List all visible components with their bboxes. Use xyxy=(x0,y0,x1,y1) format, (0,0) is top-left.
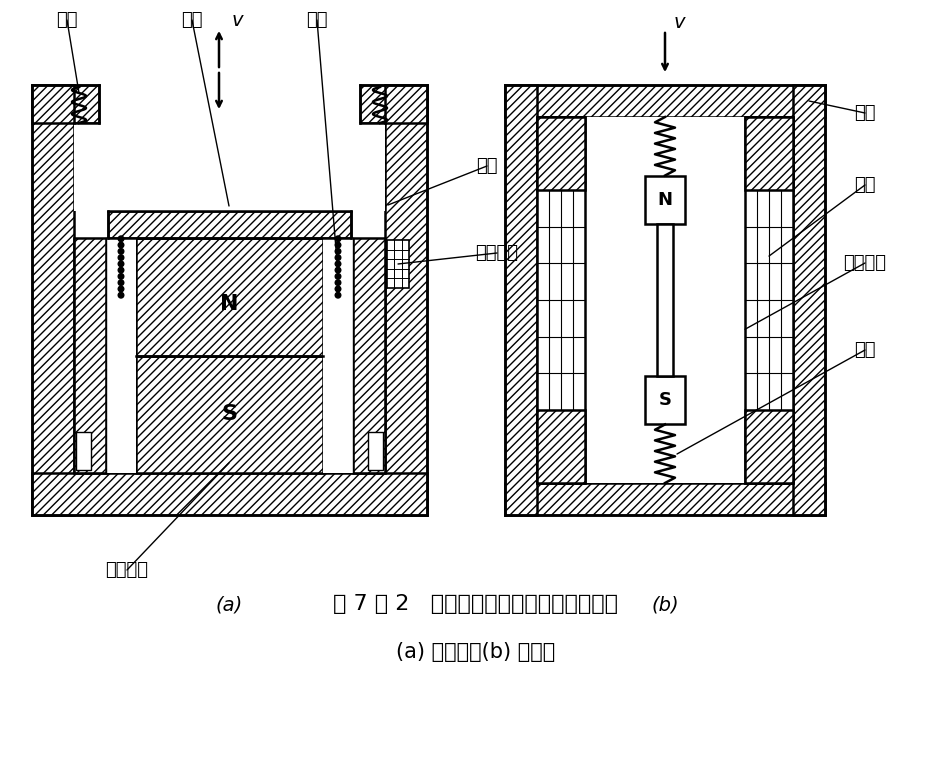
Bar xyxy=(645,376,684,424)
Text: $v$: $v$ xyxy=(672,12,686,32)
Bar xyxy=(323,238,352,473)
Bar xyxy=(792,85,824,515)
Text: 线圈: 线圈 xyxy=(306,11,327,29)
Bar xyxy=(744,410,792,483)
Text: 永久磁铁: 永久磁铁 xyxy=(106,561,149,579)
Text: 磁轭: 磁轭 xyxy=(476,157,497,175)
Text: 线圈: 线圈 xyxy=(853,176,875,194)
Bar xyxy=(136,356,323,473)
Bar xyxy=(585,117,744,483)
Bar xyxy=(645,175,684,224)
Bar xyxy=(367,432,383,470)
Text: (b): (b) xyxy=(650,596,678,615)
Bar xyxy=(108,211,350,238)
Bar xyxy=(76,432,90,470)
Bar xyxy=(536,117,585,190)
Text: 壳体: 壳体 xyxy=(853,104,875,122)
Text: N: N xyxy=(220,294,239,313)
Circle shape xyxy=(118,248,124,254)
Circle shape xyxy=(335,267,341,273)
Bar xyxy=(74,123,385,211)
Bar xyxy=(136,238,323,356)
Text: S: S xyxy=(658,392,671,409)
Bar xyxy=(32,85,99,123)
Circle shape xyxy=(118,242,124,248)
Circle shape xyxy=(118,236,124,241)
Text: S: S xyxy=(221,405,237,424)
Circle shape xyxy=(335,248,341,254)
Bar xyxy=(505,85,536,515)
Circle shape xyxy=(118,255,124,260)
Circle shape xyxy=(335,261,341,266)
Circle shape xyxy=(335,255,341,260)
Circle shape xyxy=(335,280,341,285)
Circle shape xyxy=(118,267,124,273)
Bar xyxy=(536,117,585,483)
Text: (a): (a) xyxy=(215,596,243,615)
Circle shape xyxy=(335,286,341,291)
Bar xyxy=(744,117,792,483)
Bar xyxy=(74,238,106,473)
Bar xyxy=(385,85,426,515)
Circle shape xyxy=(335,273,341,279)
Circle shape xyxy=(118,280,124,285)
Bar xyxy=(106,238,136,473)
Text: 补偿线圈: 补偿线圈 xyxy=(475,244,518,262)
Circle shape xyxy=(335,292,341,298)
Bar xyxy=(656,224,672,376)
Text: $v$: $v$ xyxy=(230,11,245,30)
Bar xyxy=(505,85,824,117)
Text: 极掌: 极掌 xyxy=(181,11,203,29)
Text: 弹簧: 弹簧 xyxy=(56,11,78,29)
Text: 弹簧: 弹簧 xyxy=(853,341,875,359)
Bar xyxy=(505,483,824,515)
Text: 图 7 － 2   恒磁通式磁电传感器结构原理图: 图 7 － 2 恒磁通式磁电传感器结构原理图 xyxy=(333,594,618,614)
Bar xyxy=(744,117,792,190)
Circle shape xyxy=(118,261,124,266)
Bar xyxy=(352,238,385,473)
Bar xyxy=(32,85,74,515)
Text: 永久磁铁: 永久磁铁 xyxy=(843,254,885,272)
Text: (a) 动圈式；(b) 动铁式: (a) 动圈式；(b) 动铁式 xyxy=(396,642,555,662)
Circle shape xyxy=(118,286,124,291)
Bar xyxy=(387,240,408,288)
Circle shape xyxy=(118,273,124,279)
Bar xyxy=(32,473,426,515)
Circle shape xyxy=(335,242,341,248)
Bar xyxy=(360,85,426,123)
Bar xyxy=(536,410,585,483)
Circle shape xyxy=(118,292,124,298)
Circle shape xyxy=(335,236,341,241)
Text: N: N xyxy=(657,191,672,209)
